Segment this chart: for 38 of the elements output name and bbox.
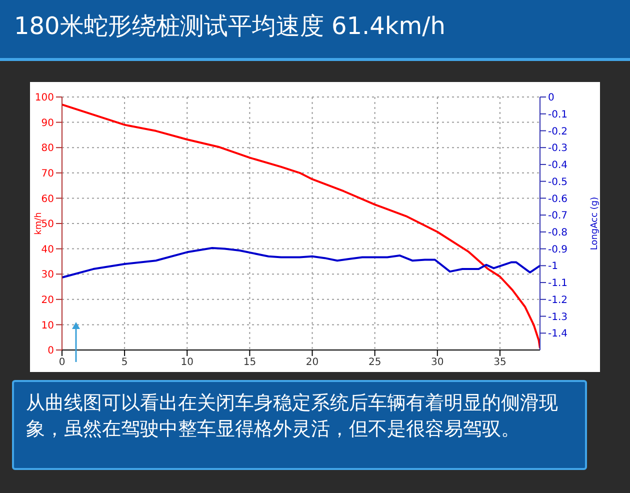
y2-tick-label: -0.6 xyxy=(548,194,568,205)
y2-tick-label: 0 xyxy=(548,92,554,104)
y2-tick-label: -1.3 xyxy=(548,312,568,323)
y-tick-label: 0 xyxy=(48,346,54,357)
y2-tick-label: -0.1 xyxy=(548,109,568,120)
y-tick-label: 60 xyxy=(41,194,54,205)
y-tick-label: 80 xyxy=(41,143,54,154)
x-tick-label: 15 xyxy=(243,357,256,368)
y2-tick-label: -0.8 xyxy=(548,227,568,238)
y2-tick-label: -0.5 xyxy=(548,176,568,188)
x-tick-label: 25 xyxy=(368,357,382,368)
y-tick-label: 30 xyxy=(41,270,54,281)
y2-tick-label: -1.4 xyxy=(548,328,568,340)
x-tick-label: 30 xyxy=(431,357,444,368)
y2-tick-label: -0.3 xyxy=(548,143,568,154)
x-tick-label: 35 xyxy=(494,357,506,368)
y2-tick-label: -1.1 xyxy=(548,278,568,290)
y-tick-label: 40 xyxy=(41,244,54,256)
y2-tick-label: -0.7 xyxy=(548,210,568,222)
y-tick-label: 10 xyxy=(41,320,54,332)
y2-tick-label: -1.2 xyxy=(548,294,568,306)
y2-tick-label: -1 xyxy=(548,261,558,272)
y-tick-label: 50 xyxy=(41,219,54,230)
x-tick-label: 10 xyxy=(180,357,194,368)
y2-tick-label: -0.4 xyxy=(548,160,568,172)
x-tick-label: 0 xyxy=(58,357,66,368)
y2-axis-title: LongAcc (g) xyxy=(590,196,600,250)
y-tick-label: 20 xyxy=(41,294,54,306)
text: 从曲线图可以看出在关闭车身稳定系统后车辆有着明显的侧滑现象，虽然在驾驶中整车显得格外灵活，但不是很容易驾驭。 xyxy=(26,391,559,442)
y-tick-label: 100 xyxy=(34,92,54,104)
y2-tick-label: -0.9 xyxy=(548,244,568,256)
y-tick-label: 70 xyxy=(41,168,54,180)
x-tick-label: 5 xyxy=(121,357,128,368)
chart-title: 180米蛇形绕桩测试平均速度 61.4km/h xyxy=(14,11,446,42)
y2-tick-label: -0.2 xyxy=(548,126,568,138)
x-tick-label: 20 xyxy=(306,357,319,368)
line-series xyxy=(62,246,540,278)
y-tick-label: 90 xyxy=(41,118,54,129)
